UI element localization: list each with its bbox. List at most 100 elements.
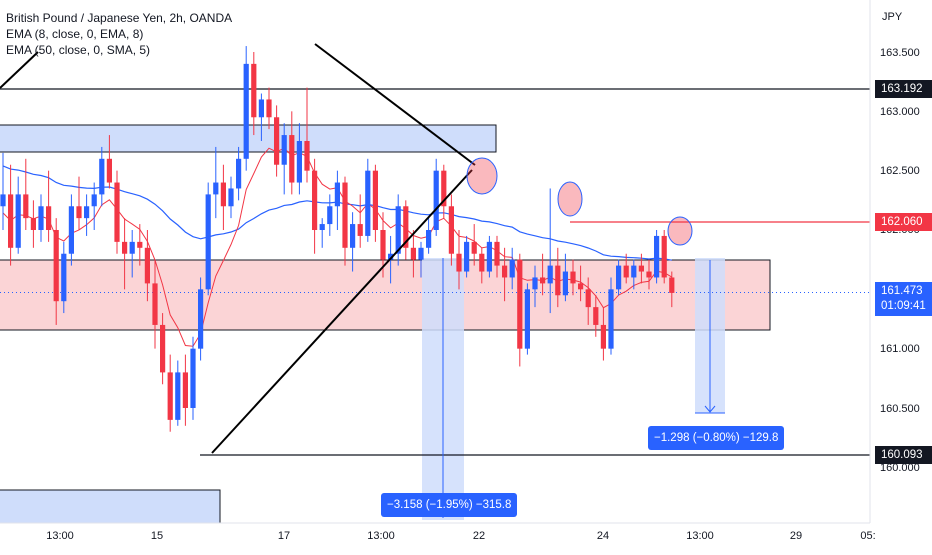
candle-body: [327, 206, 333, 225]
candle-body: [243, 63, 249, 159]
candle-body: [547, 265, 553, 284]
candle-body: [418, 247, 424, 260]
candle-body: [517, 259, 523, 349]
candle-body: [494, 241, 500, 266]
candle-body: [479, 253, 485, 272]
candle-body: [38, 206, 44, 230]
candle-body: [319, 224, 325, 230]
candle-body: [616, 265, 622, 290]
candle-body: [304, 141, 310, 171]
candle-body: [0, 194, 6, 207]
candle-body: [205, 194, 211, 290]
candle-body: [198, 289, 204, 349]
price-tick-label: 162.500: [880, 165, 920, 177]
candle-body: [646, 271, 652, 278]
candle-body: [395, 206, 401, 254]
candle-body: [562, 271, 568, 296]
measure-arrowhead-right: [704, 405, 716, 413]
candle-body: [99, 158, 105, 195]
time-tick-label: 22: [473, 530, 485, 542]
candle-body: [532, 277, 538, 290]
candle-body: [76, 206, 82, 219]
candle-body: [388, 253, 394, 260]
lower-level-tag: 160.093: [875, 446, 932, 464]
measure-label-left[interactable]: −3.158 (−1.95%) −315.8: [381, 493, 518, 517]
candle-body: [600, 324, 606, 349]
time-tick-label: 29: [790, 530, 802, 542]
highlight-circle-1: [466, 157, 498, 195]
currency-label: JPY: [882, 11, 903, 23]
symbol-title[interactable]: British Pound / Japanese Yen, 2h, OANDA: [6, 11, 233, 25]
candle-body: [144, 247, 150, 284]
candle-body: [53, 230, 59, 302]
candle-body: [296, 141, 302, 183]
trend-line-left: [0, 51, 39, 89]
time-tick-label: 05:: [860, 530, 875, 542]
candle-body: [403, 206, 409, 248]
triangle-lower-edge: [211, 169, 473, 454]
candle-body: [312, 170, 318, 230]
bar-countdown: 01:09:41: [881, 300, 926, 312]
candle-body: [8, 194, 14, 248]
candle-body: [68, 206, 74, 254]
candle-body: [593, 307, 599, 325]
time-tick-label: 24: [597, 530, 609, 542]
candle-body: [654, 235, 660, 278]
highlight-circle-3: [667, 216, 693, 246]
candle-body: [274, 117, 280, 165]
candle-body: [106, 158, 112, 183]
candle-body: [122, 241, 128, 254]
ema8-legend[interactable]: EMA (8, close, 0, EMA, 8): [6, 27, 144, 41]
candle-body: [152, 283, 158, 325]
candle-body: [585, 289, 591, 308]
time-tick-label: 13:00: [367, 530, 395, 542]
candle-body: [661, 235, 667, 278]
candle-body: [555, 265, 561, 296]
candle-body: [471, 241, 477, 254]
candle-body: [540, 277, 546, 284]
candle-body: [350, 224, 356, 248]
candle-body: [258, 99, 264, 118]
candle-body: [502, 265, 508, 278]
candle-body: [623, 265, 629, 278]
candle-body: [236, 158, 242, 189]
price-tick-label: 160.000: [880, 462, 920, 474]
time-tick-label: 15: [151, 530, 163, 542]
chart-legend: British Pound / Japanese Yen, 2h, OANDA …: [6, 10, 232, 58]
candle-body: [441, 170, 447, 207]
candle-body: [182, 372, 188, 408]
highlight-circle-2: [557, 181, 583, 217]
candle-body: [23, 194, 29, 219]
candle-body: [213, 182, 219, 195]
candle-body: [426, 230, 432, 248]
candle-body: [91, 194, 97, 207]
candle-body: [372, 170, 378, 230]
candle-body: [365, 170, 371, 236]
candle-body: [486, 241, 492, 272]
time-tick-label: 17: [278, 530, 290, 542]
candle-body: [448, 206, 454, 254]
current-price-value: 161.473: [881, 285, 923, 297]
candle-body: [669, 277, 675, 293]
candle-body: [334, 182, 340, 207]
price-tick-label: 163.500: [880, 47, 920, 59]
candle-body: [175, 372, 181, 420]
candle-body: [15, 194, 21, 248]
candle-body: [380, 230, 386, 260]
candle-body: [342, 182, 348, 248]
candle-body: [167, 372, 173, 420]
triangle-upper-edge: [314, 43, 476, 166]
candle-body: [608, 289, 614, 349]
measure-label-right[interactable]: −1.298 (−0.80%) −129.8: [648, 426, 785, 450]
candle-body: [638, 265, 644, 272]
ema50-legend[interactable]: EMA (50, close, 0, SMA, 5): [6, 43, 151, 57]
time-axis-background: [0, 523, 932, 550]
candle-body: [114, 182, 120, 242]
price-tick-label: 160.500: [880, 403, 920, 415]
price-tick-label: 161.000: [880, 343, 920, 355]
upper-level-tag: 163.192: [875, 80, 932, 98]
candle-body: [464, 241, 470, 272]
candle-body: [251, 63, 257, 118]
